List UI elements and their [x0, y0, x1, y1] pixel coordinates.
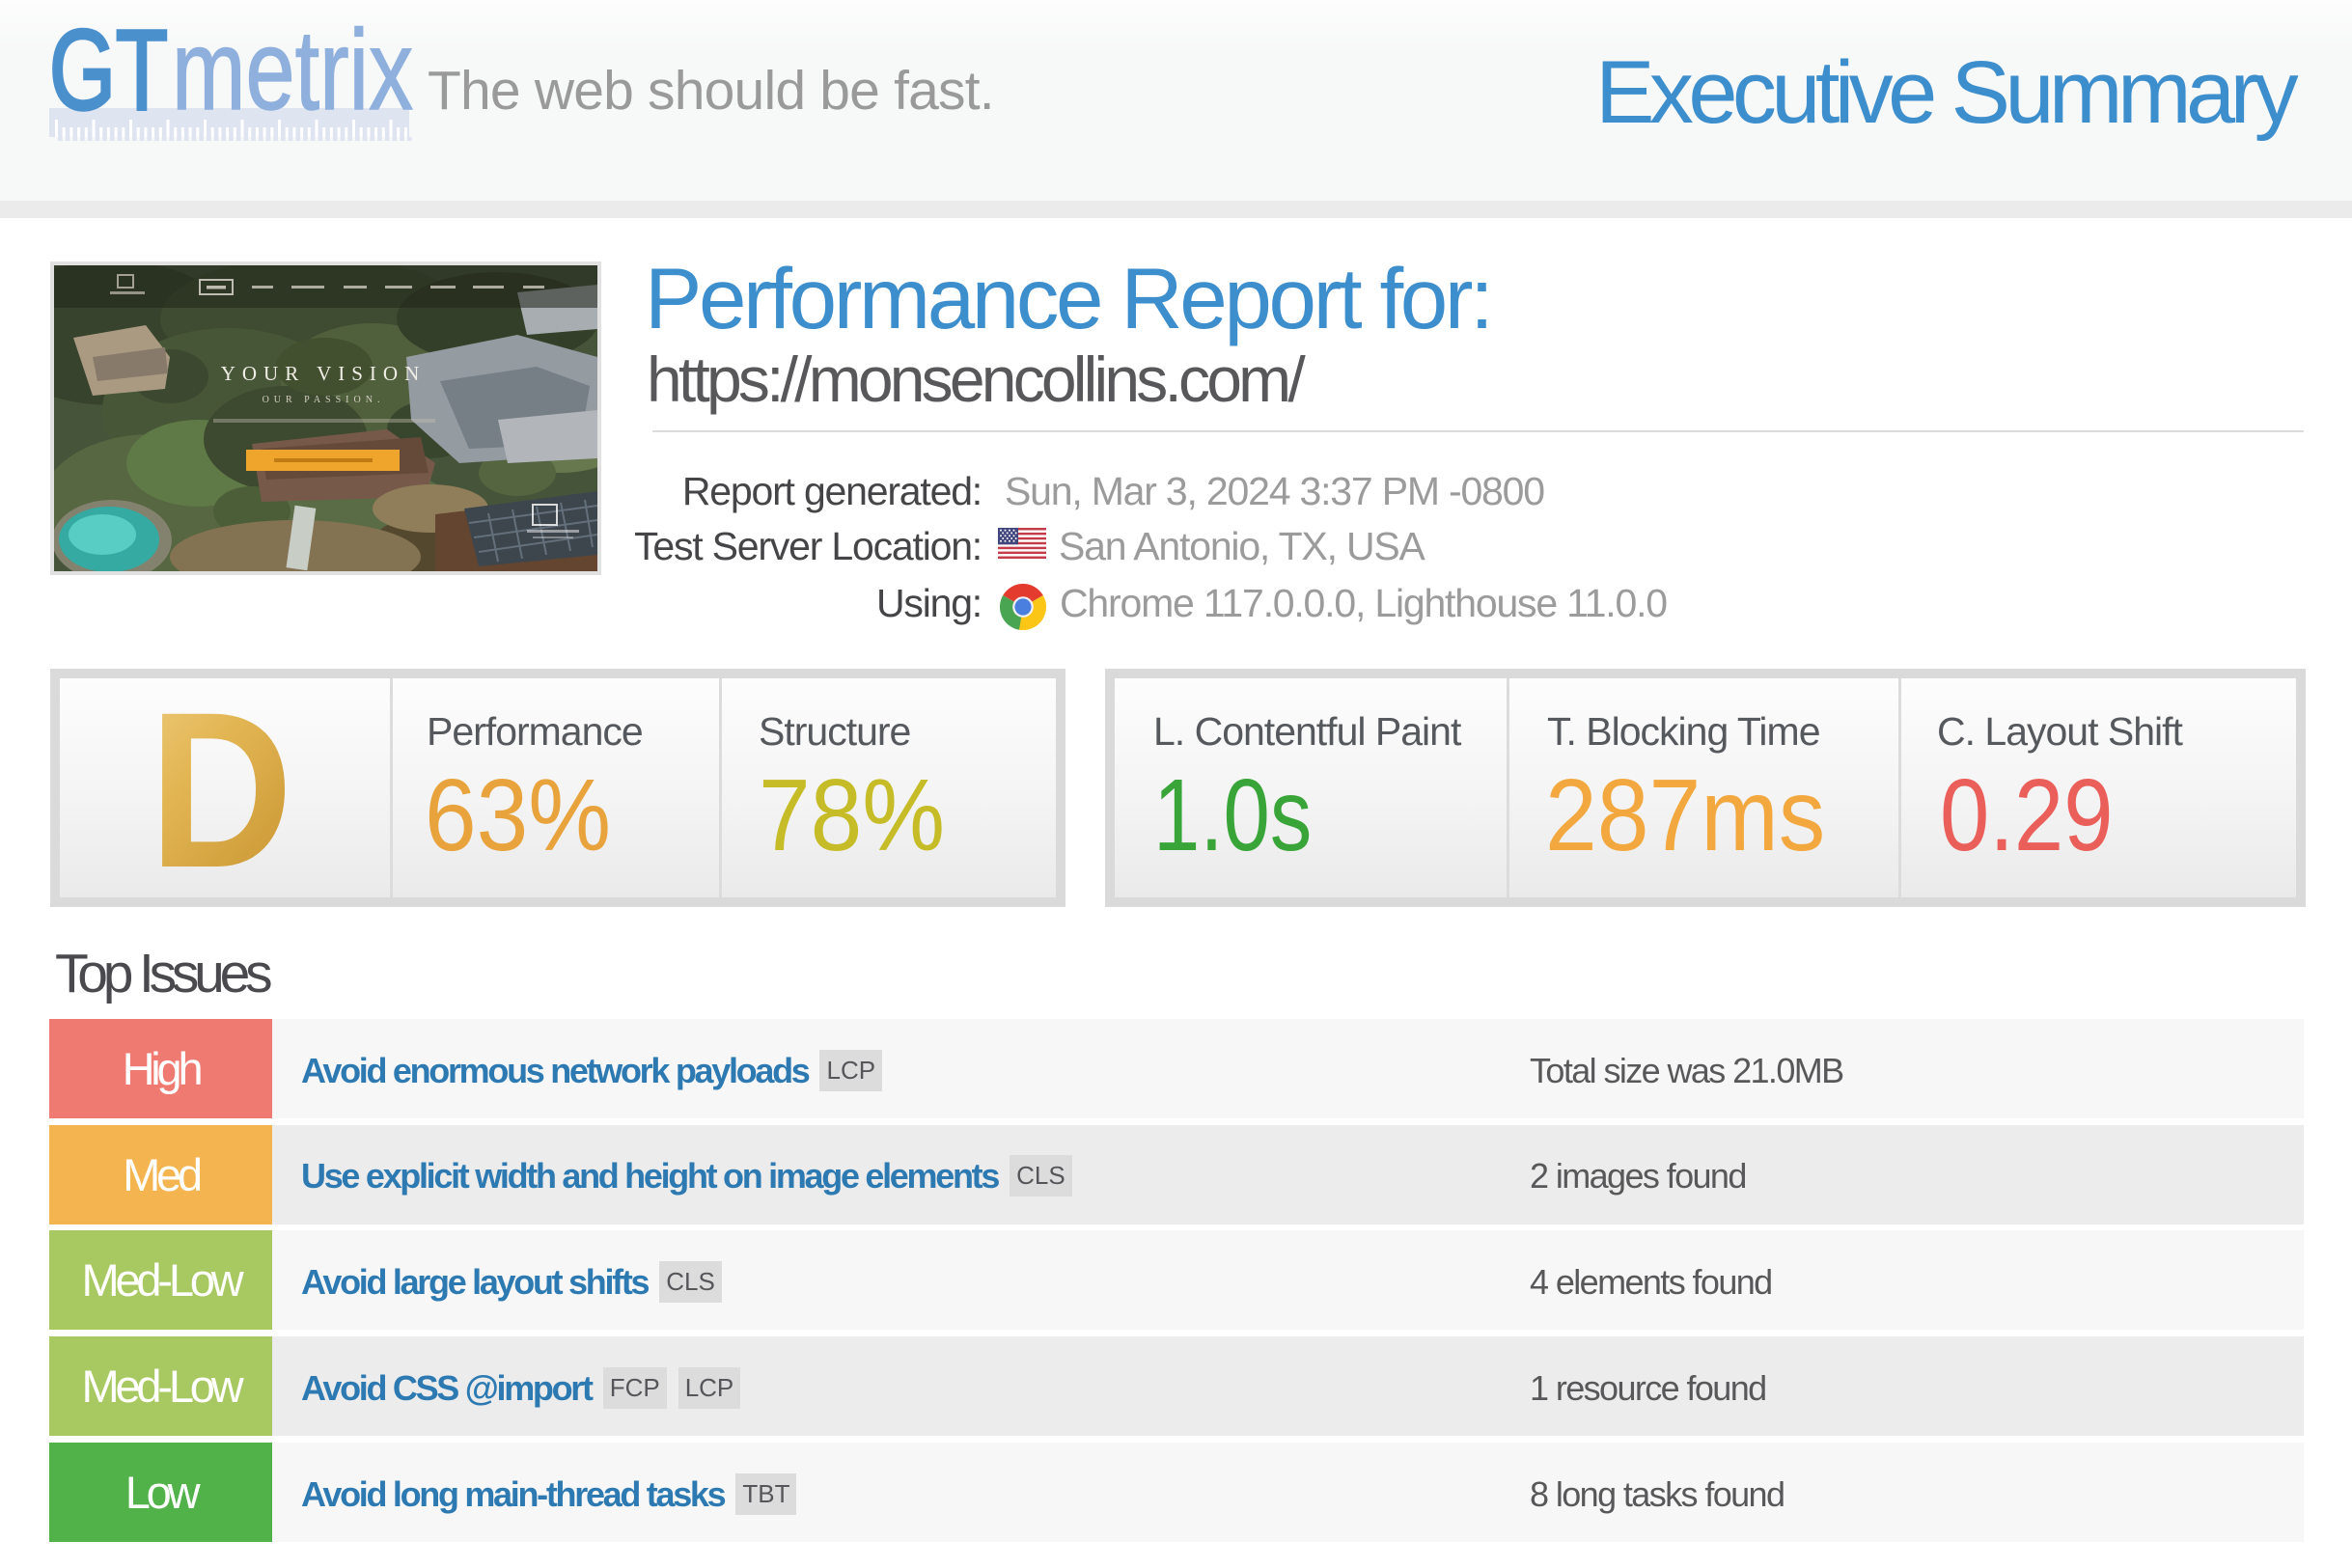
svg-text:OUR PASSION.: OUR PASSION.: [263, 395, 385, 405]
svg-text:GT: GT: [49, 19, 168, 134]
svg-text:YOUR VISION: YOUR VISION: [221, 362, 427, 385]
svg-text:metrix: metrix: [172, 19, 413, 134]
